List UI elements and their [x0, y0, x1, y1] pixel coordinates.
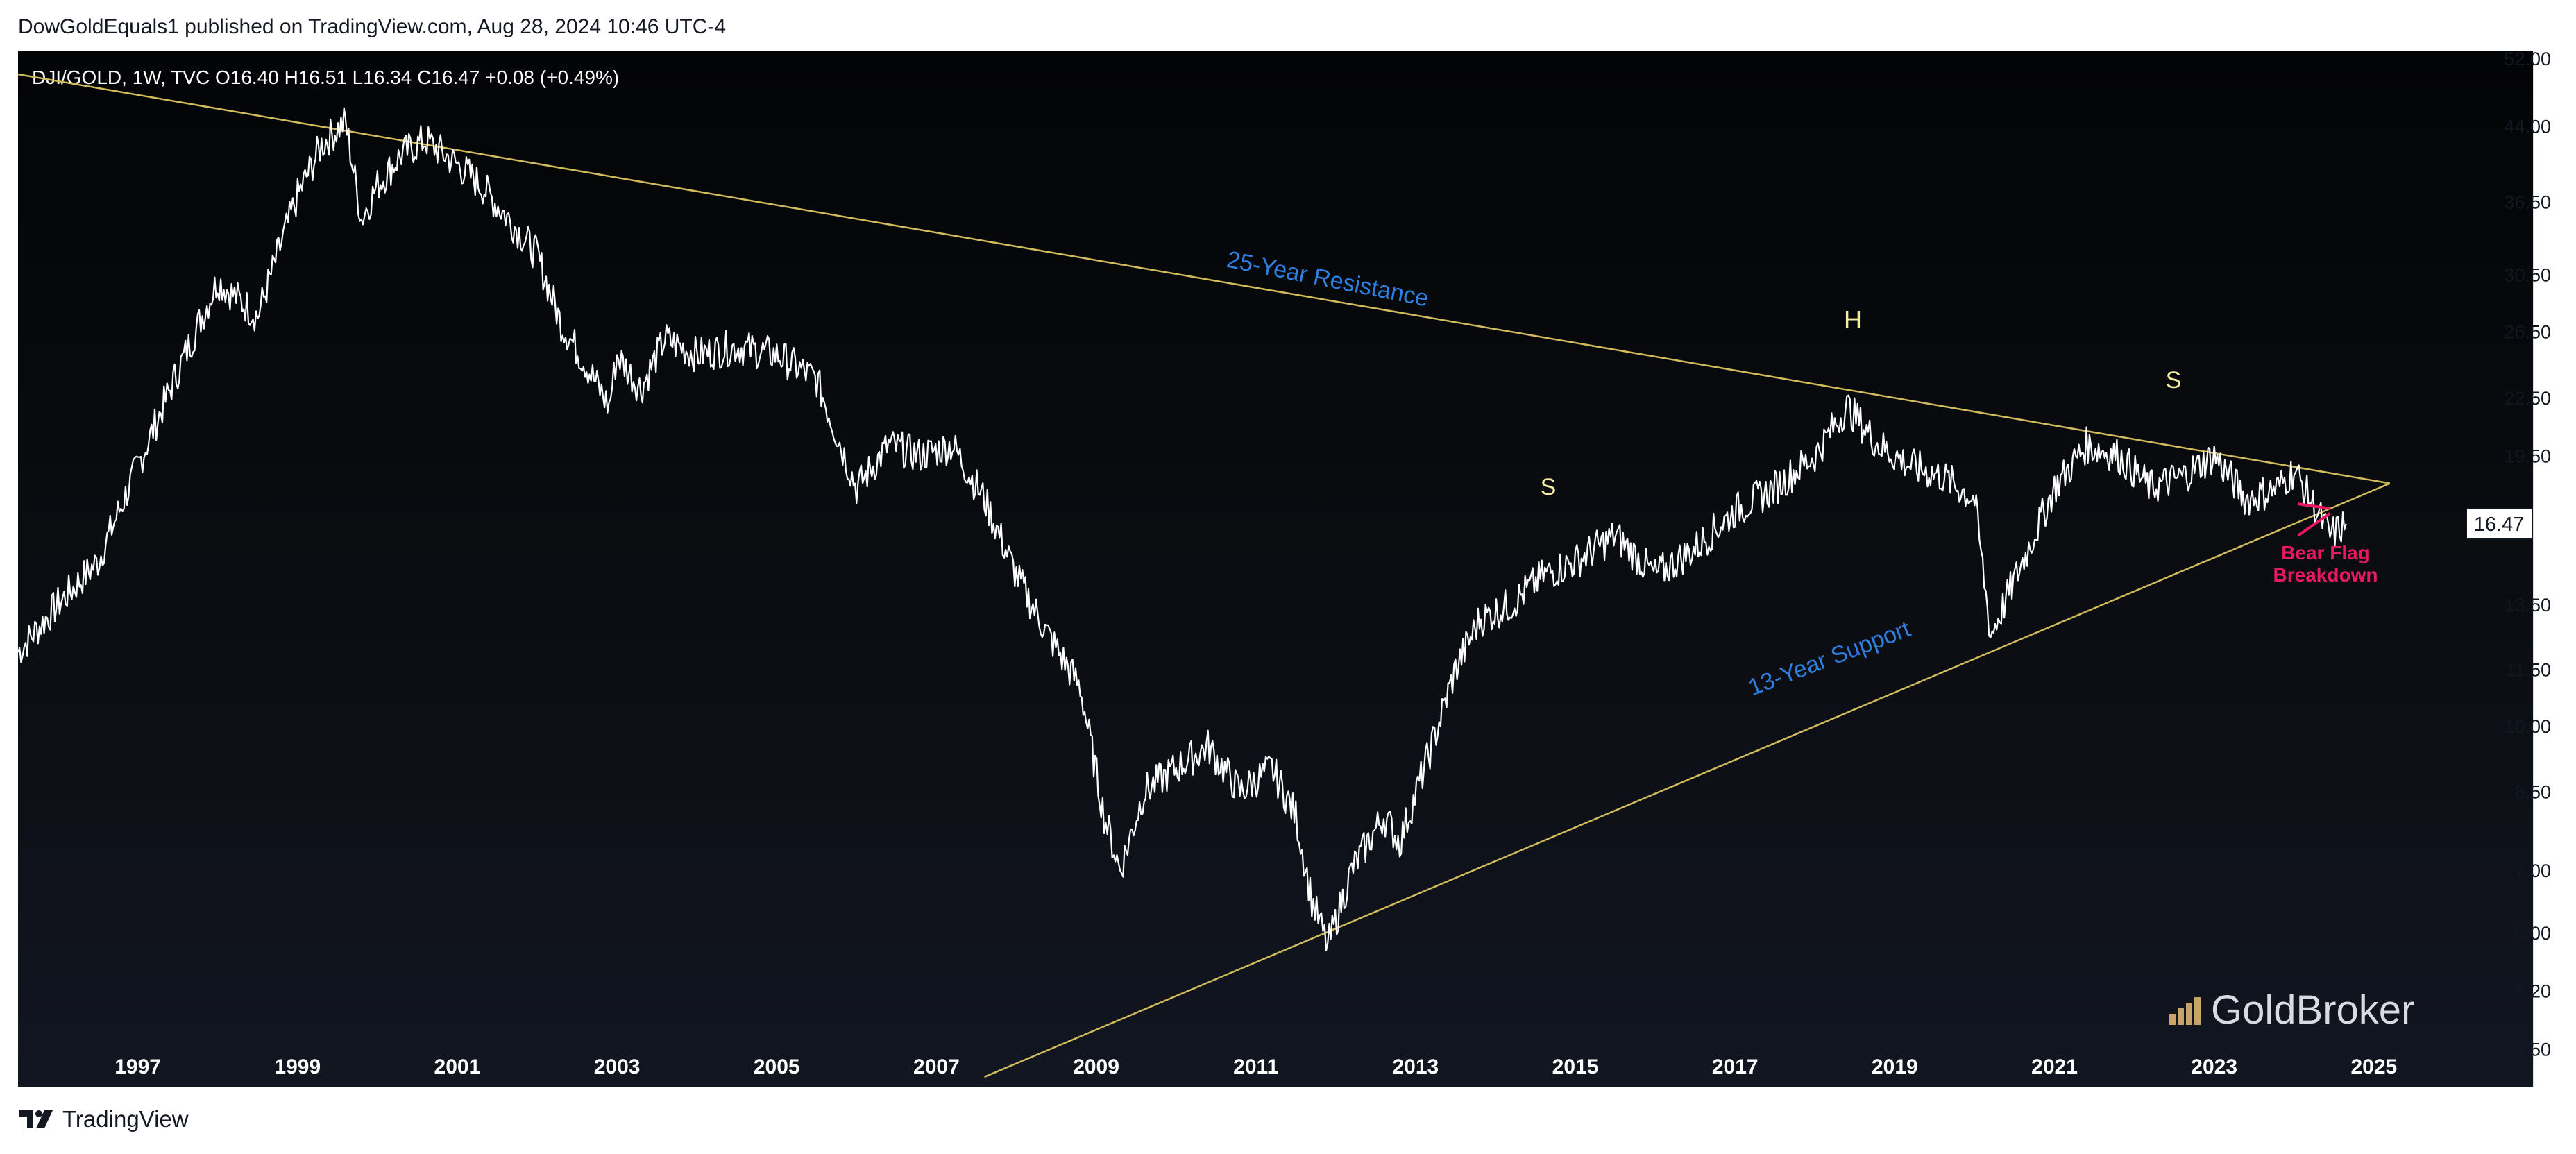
y-tick-label: 30.50	[2504, 264, 2551, 285]
goldbroker-logo-bar-icon	[2178, 1008, 2184, 1025]
y-tick-label: 36.50	[2504, 192, 2551, 213]
last-price-badge	[2466, 507, 2533, 540]
trendline-support	[983, 482, 2391, 1078]
trendline-resistance	[18, 73, 2391, 484]
bear-flag-lower-line	[2297, 512, 2331, 537]
goldbroker-logo-bar-icon	[2194, 997, 2201, 1025]
y-tick-label: 26.50	[2504, 321, 2551, 342]
tradingview-logo-icon	[19, 1110, 53, 1128]
x-tick-label: 2009	[1073, 1055, 1119, 1078]
symbol-ohlc-line: DJI/GOLD, 1W, TVC O16.40 H16.51 L16.34 C…	[32, 67, 619, 88]
last-price-label: 16.47	[2474, 514, 2525, 536]
x-tick-label: 2025	[2350, 1055, 2397, 1078]
y-tick-label: 10.00	[2504, 716, 2551, 737]
annotation-left-shoulder-label: S	[1541, 474, 1557, 500]
y-tick-label: 22.50	[2504, 388, 2551, 409]
price-axis-background	[2534, 51, 2558, 1087]
x-tick-label: 2015	[1552, 1055, 1599, 1078]
x-tick-label: 2023	[2191, 1055, 2237, 1078]
annotation-bear-flag-label-line2: Breakdown	[2273, 564, 2378, 586]
x-tick-label: 2021	[2031, 1055, 2078, 1078]
y-tick-label: 4.50	[2514, 1040, 2551, 1060]
publish-caption: DowGoldEquals1 published on TradingView.…	[18, 15, 727, 38]
y-tick-label: 11.50	[2505, 659, 2551, 680]
price-line	[18, 107, 2347, 952]
price-series-layer	[18, 107, 2347, 952]
annotation-bear-flag-label-line1: Bear Flag	[2281, 542, 2370, 563]
chart-panel[interactable]: DJI/GOLD, 1W, TVC O16.40 H16.51 L16.34 C…	[18, 51, 2558, 1087]
watermark-text: GoldBroker	[2211, 987, 2414, 1033]
x-tick-label: 2019	[1872, 1055, 1918, 1078]
axis-layer: 52.00 44.00 36.50 30.50 26.50 22.50 19.50 13.50…	[115, 51, 2558, 1087]
y-tick-label: 8.50	[2514, 782, 2551, 803]
annotation-head-label: H	[1844, 305, 1862, 334]
y-tick-label: 19.50	[2504, 446, 2551, 466]
y-tick-label: 44.00	[2504, 117, 2551, 137]
y-tick-label: 52.00	[2504, 51, 2551, 69]
x-tick-label: 1997	[115, 1055, 161, 1078]
x-tick-label: 2003	[594, 1055, 641, 1078]
y-tick-label: 5.20	[2514, 981, 2551, 1001]
trendline-layer	[18, 73, 2391, 1078]
y-tick-label: 13.50	[2504, 595, 2551, 616]
goldbroker-logo-bar-icon	[2186, 1003, 2192, 1025]
x-tick-label: 2007	[913, 1055, 960, 1078]
x-tick-label: 2017	[1712, 1055, 1759, 1078]
watermark: GoldBroker	[2169, 987, 2414, 1033]
y-tick-label: 7.00	[2514, 860, 2551, 881]
x-tick-label: 2013	[1393, 1055, 1439, 1078]
x-tick-label: 2001	[434, 1055, 481, 1078]
x-tick-label: 2011	[1233, 1055, 1278, 1078]
annotation-resistance-label: 25-Year Resistance	[1225, 246, 1431, 312]
x-tick-label: 1999	[274, 1055, 321, 1078]
annotation-support-label: 13-Year Support	[1745, 616, 1914, 701]
x-tick-label: 2005	[754, 1055, 800, 1078]
price-chart[interactable]: DJI/GOLD, 1W, TVC O16.40 H16.51 L16.34 C…	[18, 51, 2558, 1087]
y-tick-label: 6.00	[2514, 923, 2551, 944]
bear-flag-upper-line	[2298, 502, 2330, 510]
footer-brand-text: TradingView	[62, 1106, 189, 1132]
annotation-right-shoulder-label: S	[2166, 367, 2182, 393]
footer: TradingView	[18, 1106, 189, 1132]
goldbroker-logo-bar-icon	[2169, 1014, 2176, 1025]
